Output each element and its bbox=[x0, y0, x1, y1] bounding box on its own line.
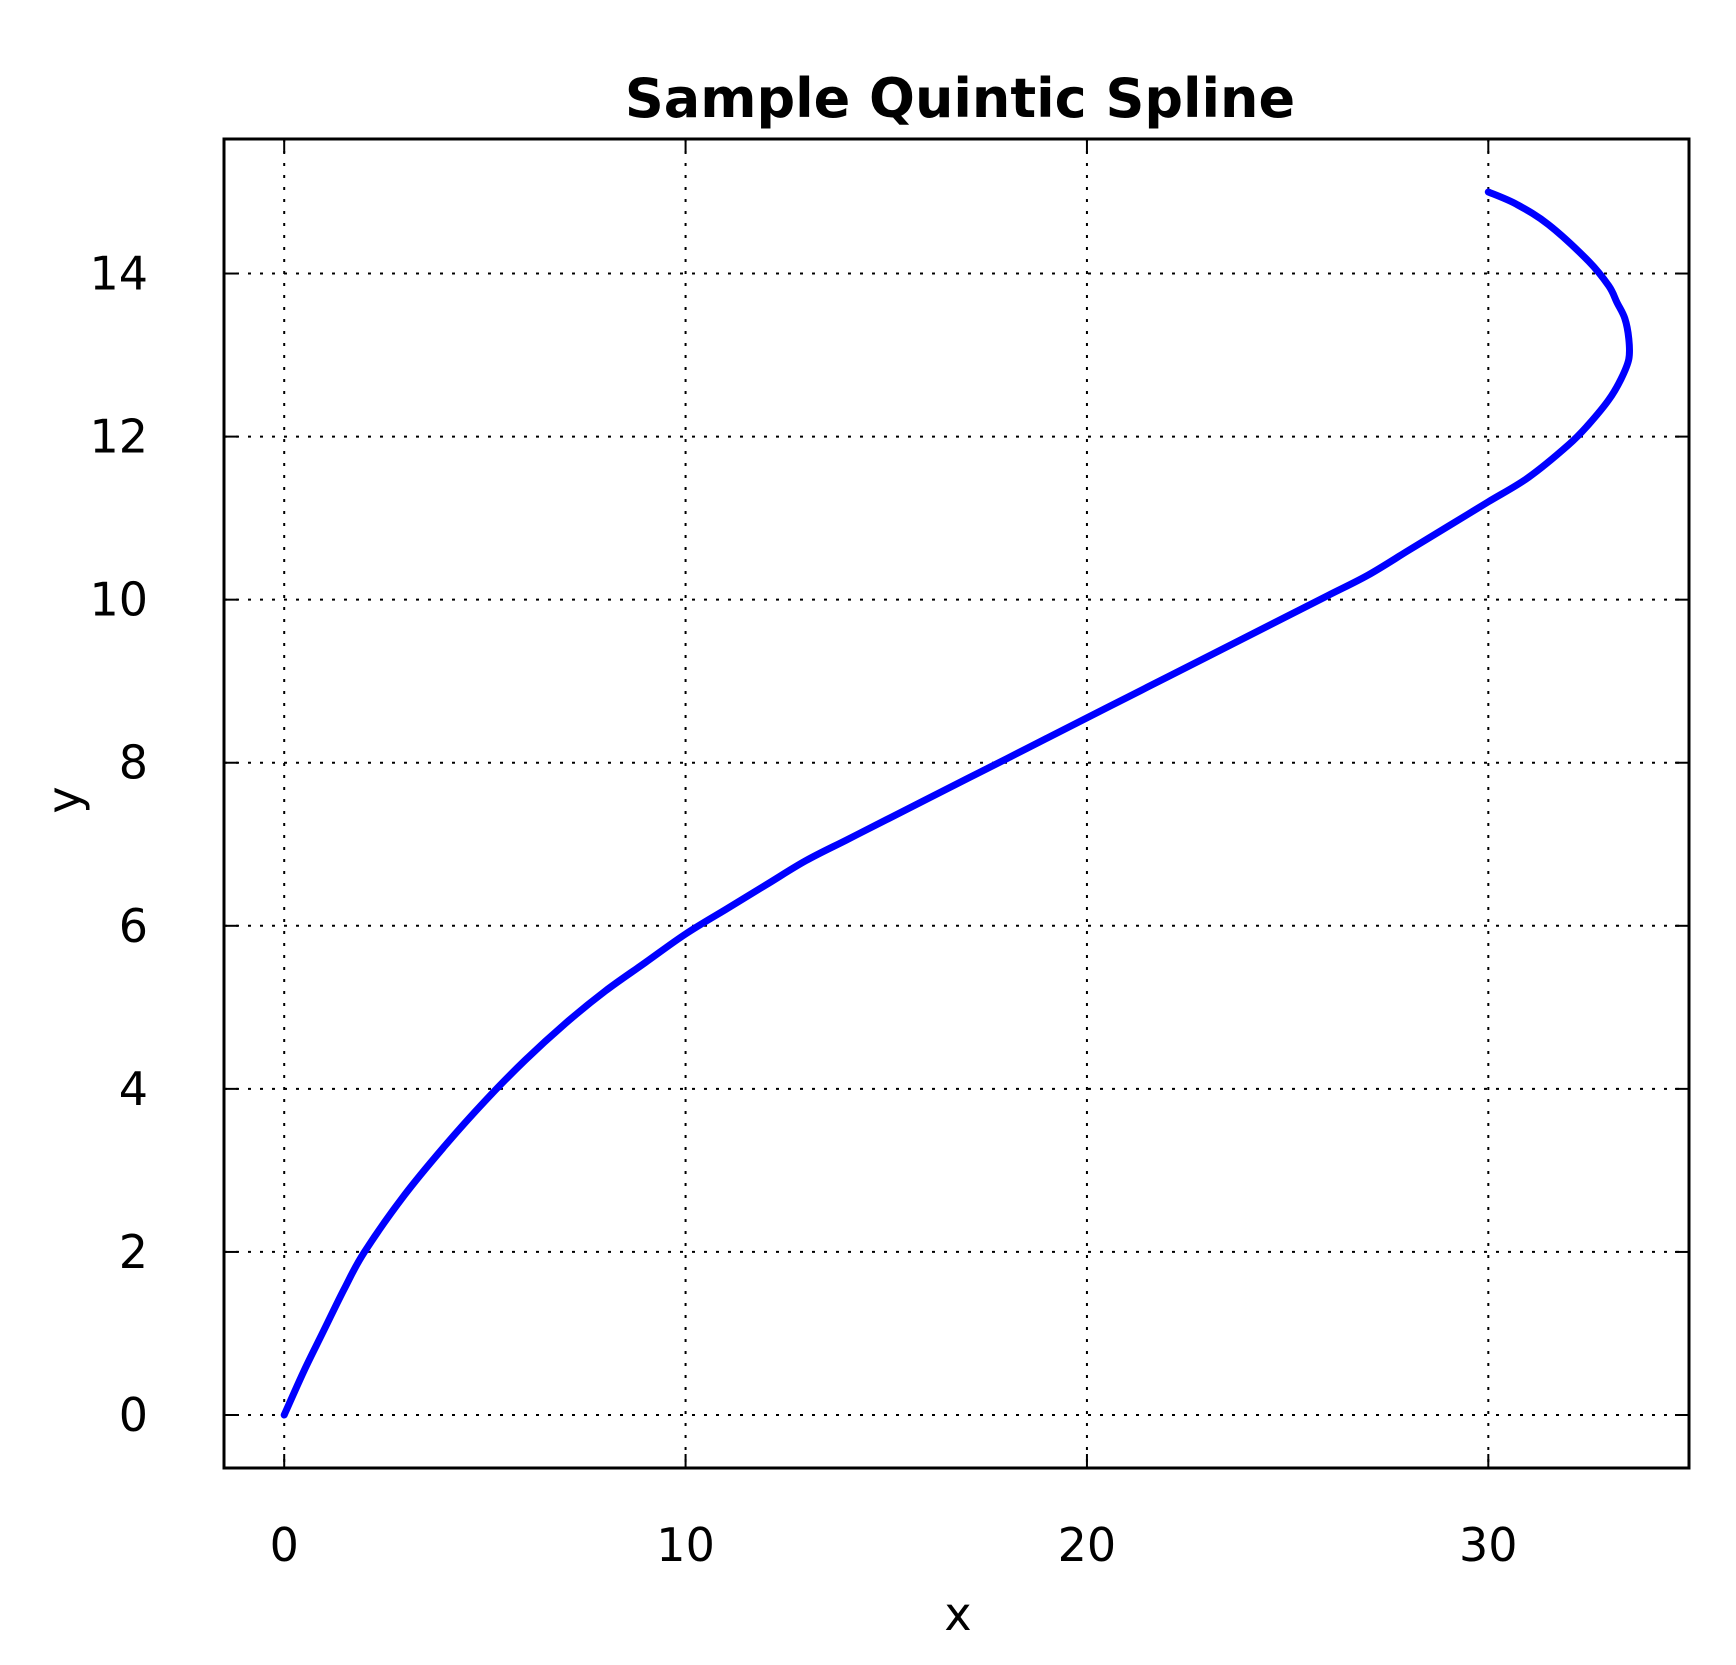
y-tick-label: 12 bbox=[89, 410, 148, 464]
y-tick-label: 4 bbox=[119, 1062, 148, 1116]
y-tick-labels: 0 2 4 6 8 10 12 14 bbox=[89, 247, 148, 1442]
y-axis-label: y bbox=[37, 786, 91, 813]
x-axis-label: x bbox=[944, 1587, 971, 1641]
x-tick-labels: 0 10 20 30 bbox=[270, 1518, 1518, 1572]
chart-title: Sample Quintic Spline bbox=[625, 67, 1295, 130]
x-tick-label: 0 bbox=[270, 1518, 299, 1572]
series-line bbox=[280, 188, 1634, 1419]
x-tick-label: 20 bbox=[1058, 1518, 1117, 1572]
y-tick-label: 8 bbox=[119, 736, 148, 790]
y-tick-label: 2 bbox=[119, 1225, 148, 1279]
x-tick-label: 10 bbox=[656, 1518, 715, 1572]
y-tick-label: 14 bbox=[89, 247, 148, 301]
x-tick-label: 30 bbox=[1459, 1518, 1518, 1572]
y-tick-label: 0 bbox=[119, 1388, 148, 1442]
y-tick-label: 10 bbox=[89, 573, 148, 627]
y-tick-label: 6 bbox=[119, 899, 148, 953]
plot-frame bbox=[222, 137, 1691, 1470]
grid bbox=[224, 139, 1689, 1468]
ticks bbox=[224, 139, 1689, 1468]
